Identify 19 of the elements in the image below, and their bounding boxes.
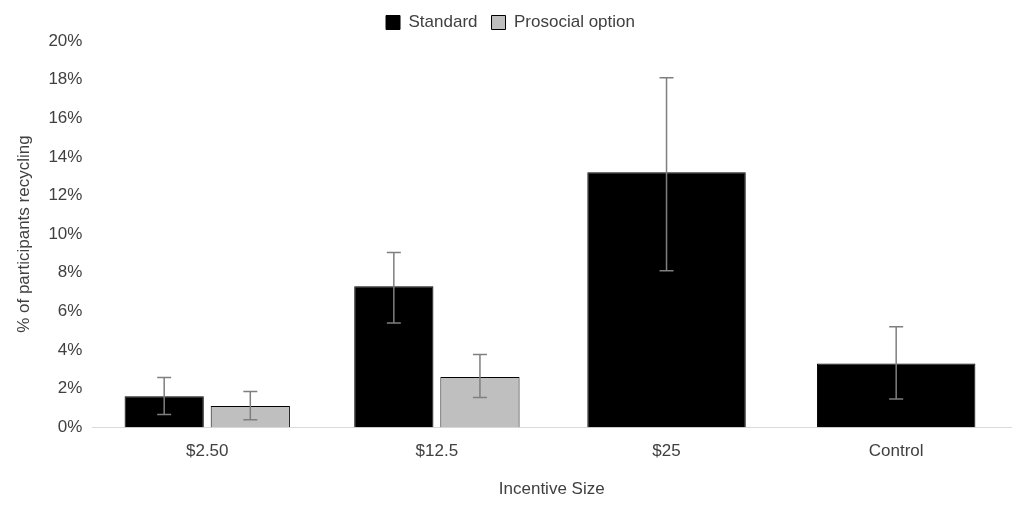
y-tick-label: 20%: [48, 30, 83, 50]
y-tick-label: 16%: [48, 107, 83, 127]
y-tick-label: 10%: [48, 223, 83, 243]
legend-label: Prosocial option: [514, 12, 635, 32]
x-tick-label: $2.50: [185, 441, 229, 461]
y-tick-label: 14%: [48, 146, 83, 166]
y-tick-label: 4%: [57, 339, 83, 359]
y-tick-label: 2%: [57, 378, 83, 398]
x-tick-label: $25: [652, 441, 681, 461]
y-tick-label: 6%: [57, 301, 83, 321]
x-axis-title: Incentive Size: [498, 479, 605, 499]
y-tick-label: 8%: [57, 262, 83, 282]
x-tick-label: $12.5: [415, 441, 459, 461]
y-tick-label: 12%: [48, 185, 83, 205]
legend-label: Standard: [408, 12, 478, 32]
y-tick-label: 18%: [48, 69, 83, 89]
y-axis-title: % of participants recycling: [13, 135, 33, 333]
x-tick-label: Control: [868, 441, 924, 461]
y-tick-label: 0%: [57, 416, 83, 436]
